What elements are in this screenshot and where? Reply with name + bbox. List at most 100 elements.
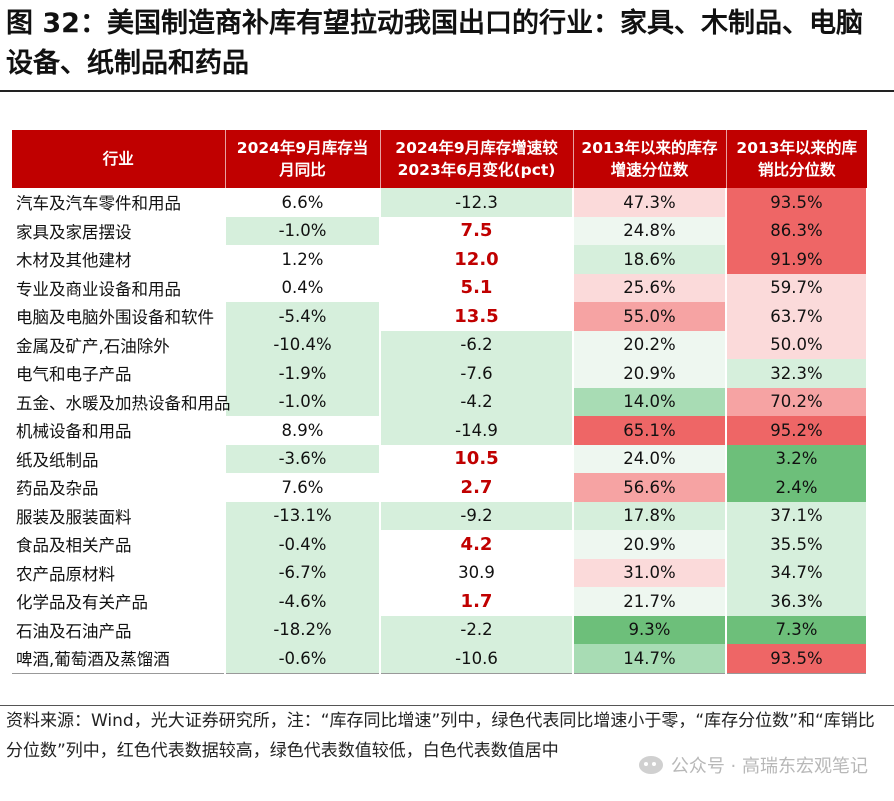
inventory-change-cell: 1.7 bbox=[380, 587, 574, 616]
inventory-yoy-cell: 0.4% bbox=[225, 273, 381, 302]
inventory-sales-percentile-cell: 50.0% bbox=[726, 330, 868, 359]
inventory-percentile-cell: 25.6% bbox=[573, 273, 727, 302]
inventory-sales-percentile-cell: 34.7% bbox=[726, 558, 868, 587]
inventory-yoy-cell: -5.4% bbox=[225, 302, 381, 331]
inventory-change-cell: -6.2 bbox=[380, 330, 574, 359]
inventory-yoy-cell: -0.4% bbox=[225, 530, 381, 559]
watermark: 公众号 · 高瑞东宏观笔记 bbox=[638, 752, 868, 778]
inventory-yoy-cell: -1.9% bbox=[225, 359, 381, 388]
table-row: 金属及矿产,石油除外 -10.4% -6.2 20.2% 50.0% bbox=[12, 330, 868, 359]
inventory-percentile-cell: 20.9% bbox=[573, 359, 727, 388]
table-row: 服装及服装面料 -13.1% -9.2 17.8% 37.1% bbox=[12, 501, 868, 530]
industry-name-cell: 纸及纸制品 bbox=[12, 444, 226, 473]
inventory-change-cell: 10.5 bbox=[380, 444, 574, 473]
industry-name-cell: 专业及商业设备和用品 bbox=[12, 273, 226, 302]
inventory-sales-percentile-cell: 86.3% bbox=[726, 216, 868, 245]
watermark-text: 公众号 · 高瑞东宏观笔记 bbox=[670, 756, 868, 777]
inventory-yoy-cell: 6.6% bbox=[225, 188, 381, 217]
inventory-percentile-cell: 65.1% bbox=[573, 416, 727, 445]
header-industry: 行业 bbox=[12, 130, 226, 188]
industry-name-cell: 电气和电子产品 bbox=[12, 359, 226, 388]
table-row: 石油及石油产品 -18.2% -2.2 9.3% 7.3% bbox=[12, 615, 868, 644]
table-row: 家具及家居摆设 -1.0% 7.5 24.8% 86.3% bbox=[12, 216, 868, 245]
industry-name-cell: 服装及服装面料 bbox=[12, 501, 226, 530]
inventory-change-cell: -14.9 bbox=[380, 416, 574, 445]
inventory-sales-percentile-cell: 63.7% bbox=[726, 302, 868, 331]
inventory-change-cell: 7.5 bbox=[380, 216, 574, 245]
industry-name-cell: 石油及石油产品 bbox=[12, 615, 226, 644]
inventory-sales-percentile-cell: 7.3% bbox=[726, 615, 868, 644]
industry-name-cell: 药品及杂品 bbox=[12, 473, 226, 502]
source-note: 资料来源：Wind，光大证券研究所，注：“库存同比增速”列中，绿色代表同比增速小… bbox=[6, 711, 875, 761]
table-row: 机械设备和用品 8.9% -14.9 65.1% 95.2% bbox=[12, 416, 868, 445]
industry-name-cell: 化学品及有关产品 bbox=[12, 587, 226, 616]
inventory-percentile-cell: 24.0% bbox=[573, 444, 727, 473]
inventory-change-cell: -7.6 bbox=[380, 359, 574, 388]
inventory-change-cell: 12.0 bbox=[380, 245, 574, 274]
inventory-percentile-cell: 14.7% bbox=[573, 644, 727, 674]
inventory-yoy-cell: -13.1% bbox=[225, 501, 381, 530]
industry-name-cell: 电脑及电脑外围设备和软件 bbox=[12, 302, 226, 331]
inventory-yoy-cell: -6.7% bbox=[225, 558, 381, 587]
inventory-percentile-cell: 47.3% bbox=[573, 188, 727, 217]
industry-inventory-table: 行业 2024年9月库存当月同比 2024年9月库存增速较2023年6月变化(p… bbox=[12, 130, 868, 674]
inventory-sales-percentile-cell: 95.2% bbox=[726, 416, 868, 445]
inventory-yoy-cell: -1.0% bbox=[225, 387, 381, 416]
inventory-percentile-cell: 20.2% bbox=[573, 330, 727, 359]
inventory-sales-percentile-cell: 70.2% bbox=[726, 387, 868, 416]
table-row: 木材及其他建材 1.2% 12.0 18.6% 91.9% bbox=[12, 245, 868, 274]
table-header-row: 行业 2024年9月库存当月同比 2024年9月库存增速较2023年6月变化(p… bbox=[12, 130, 867, 188]
inventory-sales-percentile-cell: 3.2% bbox=[726, 444, 868, 473]
inventory-change-cell: 13.5 bbox=[380, 302, 574, 331]
inventory-yoy-cell: -1.0% bbox=[225, 216, 381, 245]
inventory-change-cell: 4.2 bbox=[380, 530, 574, 559]
inventory-yoy-cell: -4.6% bbox=[225, 587, 381, 616]
industry-name-cell: 啤酒,葡萄酒及蒸馏酒 bbox=[12, 644, 226, 674]
table-row: 专业及商业设备和用品 0.4% 5.1 25.6% 59.7% bbox=[12, 273, 868, 302]
inventory-sales-percentile-cell: 35.5% bbox=[726, 530, 868, 559]
industry-name-cell: 食品及相关产品 bbox=[12, 530, 226, 559]
inventory-percentile-cell: 20.9% bbox=[573, 530, 727, 559]
inventory-percentile-cell: 9.3% bbox=[573, 615, 727, 644]
industry-name-cell: 家具及家居摆设 bbox=[12, 216, 226, 245]
industry-name-cell: 金属及矿产,石油除外 bbox=[12, 330, 226, 359]
inventory-change-cell: -9.2 bbox=[380, 501, 574, 530]
table-row: 药品及杂品 7.6% 2.7 56.6% 2.4% bbox=[12, 473, 868, 502]
table-row: 电脑及电脑外围设备和软件 -5.4% 13.5 55.0% 63.7% bbox=[12, 302, 868, 331]
inventory-percentile-cell: 18.6% bbox=[573, 245, 727, 274]
inventory-sales-percentile-cell: 37.1% bbox=[726, 501, 868, 530]
header-inventory-percentile: 2013年以来的库存增速分位数 bbox=[573, 130, 727, 188]
inventory-yoy-cell: -3.6% bbox=[225, 444, 381, 473]
inventory-yoy-cell: -0.6% bbox=[225, 644, 381, 674]
inventory-percentile-cell: 55.0% bbox=[573, 302, 727, 331]
inventory-percentile-cell: 17.8% bbox=[573, 501, 727, 530]
wechat-icon bbox=[638, 756, 663, 774]
table-row: 纸及纸制品 -3.6% 10.5 24.0% 3.2% bbox=[12, 444, 868, 473]
inventory-yoy-cell: 8.9% bbox=[225, 416, 381, 445]
industry-name-cell: 农产品原材料 bbox=[12, 558, 226, 587]
inventory-yoy-cell: -10.4% bbox=[225, 330, 381, 359]
inventory-percentile-cell: 31.0% bbox=[573, 558, 727, 587]
inventory-yoy-cell: -18.2% bbox=[225, 615, 381, 644]
industry-name-cell: 五金、水暖及加热设备和用品 bbox=[12, 387, 231, 416]
inventory-sales-percentile-cell: 93.5% bbox=[726, 644, 868, 674]
inventory-sales-percentile-cell: 36.3% bbox=[726, 587, 868, 616]
inventory-change-cell: -2.2 bbox=[380, 615, 574, 644]
inventory-change-cell: 5.1 bbox=[380, 273, 574, 302]
table-row: 食品及相关产品 -0.4% 4.2 20.9% 35.5% bbox=[12, 530, 868, 559]
note-divider bbox=[0, 705, 894, 706]
industry-name-cell: 机械设备和用品 bbox=[12, 416, 226, 445]
table-row: 化学品及有关产品 -4.6% 1.7 21.7% 36.3% bbox=[12, 587, 868, 616]
table-row: 汽车及汽车零件和用品 6.6% -12.3 47.3% 93.5% bbox=[12, 188, 868, 217]
figure-title: 图 32：美国制造商补库有望拉动我国出口的行业：家具、木制品、电脑设备、纸制品和… bbox=[6, 8, 863, 79]
inventory-sales-percentile-cell: 2.4% bbox=[726, 473, 868, 502]
inventory-percentile-cell: 14.0% bbox=[573, 387, 727, 416]
table-row: 电气和电子产品 -1.9% -7.6 20.9% 32.3% bbox=[12, 359, 868, 388]
inventory-change-cell: 2.7 bbox=[380, 473, 574, 502]
inventory-percentile-cell: 56.6% bbox=[573, 473, 727, 502]
inventory-change-cell: 30.9 bbox=[380, 558, 574, 587]
inventory-change-cell: -10.6 bbox=[380, 644, 574, 674]
header-inventory-change: 2024年9月库存增速较2023年6月变化(pct) bbox=[380, 130, 574, 188]
table-row: 五金、水暖及加热设备和用品 -1.0% -4.2 14.0% 70.2% bbox=[12, 387, 868, 416]
inventory-percentile-cell: 24.8% bbox=[573, 216, 727, 245]
